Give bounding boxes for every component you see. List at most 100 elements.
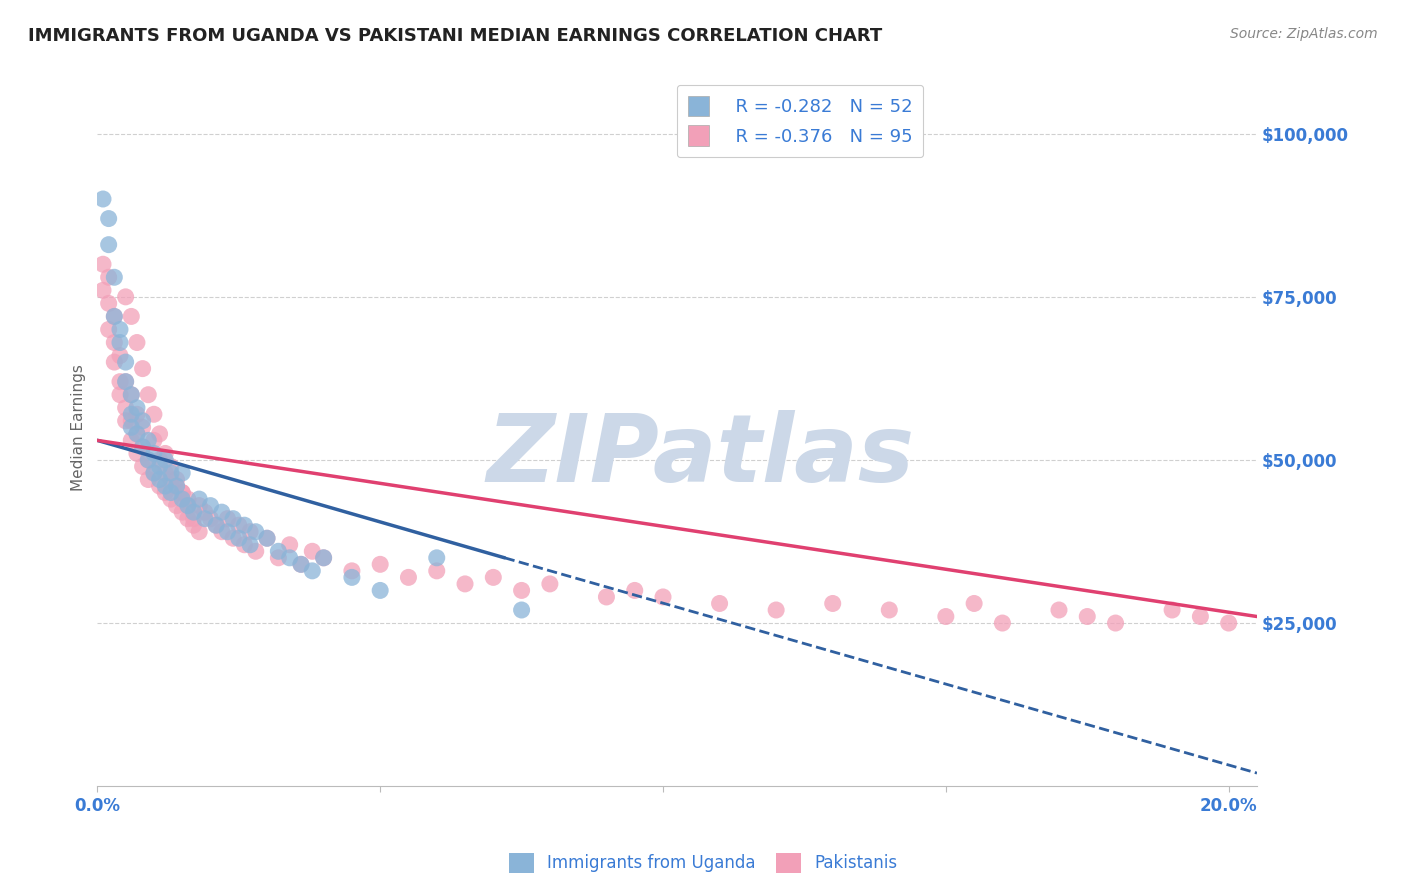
Point: [194, 505, 217, 519]
Point: [340, 570, 363, 584]
Point: [97, 322, 120, 336]
Point: [120, 388, 142, 402]
Point: [239, 524, 262, 539]
Point: [935, 609, 957, 624]
Point: [538, 577, 561, 591]
Point: [125, 335, 148, 350]
Point: [290, 558, 312, 572]
Point: [142, 466, 165, 480]
Point: [120, 420, 142, 434]
Point: [217, 511, 239, 525]
Point: [821, 597, 844, 611]
Point: [131, 361, 153, 376]
Point: [177, 499, 200, 513]
Point: [125, 401, 148, 415]
Point: [340, 564, 363, 578]
Point: [222, 511, 245, 525]
Point: [595, 590, 617, 604]
Point: [120, 310, 142, 324]
Point: [120, 407, 142, 421]
Point: [765, 603, 787, 617]
Point: [103, 270, 125, 285]
Point: [148, 479, 170, 493]
Point: [652, 590, 675, 604]
Point: [97, 296, 120, 310]
Point: [108, 375, 131, 389]
Point: [426, 550, 449, 565]
Point: [155, 485, 177, 500]
Point: [142, 466, 165, 480]
Point: [97, 270, 120, 285]
Point: [142, 446, 165, 460]
Point: [97, 237, 120, 252]
Point: [125, 407, 148, 421]
Point: [155, 479, 177, 493]
Point: [160, 473, 183, 487]
Point: [160, 459, 183, 474]
Point: [131, 414, 153, 428]
Point: [278, 538, 301, 552]
Point: [1047, 603, 1070, 617]
Point: [454, 577, 477, 591]
Point: [963, 597, 986, 611]
Point: [108, 349, 131, 363]
Point: [188, 492, 211, 507]
Point: [183, 505, 205, 519]
Point: [142, 407, 165, 421]
Point: [183, 511, 205, 525]
Point: [103, 310, 125, 324]
Point: [148, 426, 170, 441]
Point: [131, 440, 153, 454]
Point: [301, 564, 323, 578]
Point: [623, 583, 645, 598]
Point: [228, 531, 250, 545]
Point: [290, 558, 312, 572]
Point: [155, 466, 177, 480]
Point: [131, 420, 153, 434]
Point: [256, 531, 278, 545]
Point: [120, 388, 142, 402]
Point: [228, 518, 250, 533]
Point: [166, 479, 188, 493]
Point: [278, 550, 301, 565]
Point: [103, 355, 125, 369]
Point: [114, 401, 136, 415]
Point: [172, 466, 194, 480]
Point: [136, 434, 159, 448]
Legend: Immigrants from Uganda, Pakistanis: Immigrants from Uganda, Pakistanis: [502, 847, 904, 880]
Point: [301, 544, 323, 558]
Point: [91, 283, 114, 297]
Point: [211, 505, 233, 519]
Point: [205, 518, 228, 533]
Point: [510, 603, 533, 617]
Point: [177, 492, 200, 507]
Point: [108, 335, 131, 350]
Point: [155, 446, 177, 460]
Point: [222, 531, 245, 545]
Point: [131, 440, 153, 454]
Point: [200, 499, 222, 513]
Point: [877, 603, 900, 617]
Point: [114, 375, 136, 389]
Point: [160, 485, 183, 500]
Point: [136, 453, 159, 467]
Point: [103, 335, 125, 350]
Point: [136, 388, 159, 402]
Point: [991, 615, 1014, 630]
Point: [166, 499, 188, 513]
Point: [166, 473, 188, 487]
Point: [245, 524, 267, 539]
Point: [91, 257, 114, 271]
Point: [91, 192, 114, 206]
Point: [125, 426, 148, 441]
Point: [125, 426, 148, 441]
Point: [426, 564, 449, 578]
Point: [482, 570, 505, 584]
Point: [205, 518, 228, 533]
Y-axis label: Median Earnings: Median Earnings: [72, 364, 86, 491]
Point: [120, 414, 142, 428]
Text: Source: ZipAtlas.com: Source: ZipAtlas.com: [1230, 27, 1378, 41]
Point: [177, 499, 200, 513]
Point: [136, 473, 159, 487]
Point: [239, 538, 262, 552]
